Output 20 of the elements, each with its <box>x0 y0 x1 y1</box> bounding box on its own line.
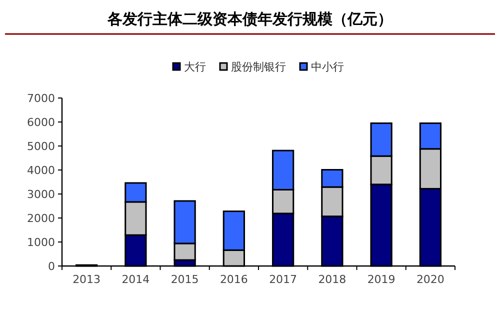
x-tick-label: 2014 <box>122 273 150 286</box>
legend-label: 股份制银行 <box>231 60 286 74</box>
legend-label: 大行 <box>184 60 206 74</box>
y-tick-label: 6000 <box>27 116 55 129</box>
y-tick-label: 1000 <box>27 236 55 249</box>
chart-title: 各发行主体二级资本债年发行规模（亿元） <box>106 10 392 28</box>
y-tick-label: 3000 <box>27 188 55 201</box>
x-tick-label: 2019 <box>367 273 396 286</box>
y-tick-label: 0 <box>48 260 55 273</box>
x-tick-label: 2015 <box>170 273 199 286</box>
x-tick-label: 2016 <box>220 273 248 286</box>
y-tick-label: 5000 <box>27 140 55 153</box>
x-tick-label: 2017 <box>269 273 298 286</box>
y-tick-label: 7000 <box>27 92 55 105</box>
legend-label: 中小行 <box>311 60 344 74</box>
x-tick-label: 2013 <box>72 273 101 286</box>
y-tick-label: 4000 <box>27 164 55 177</box>
x-tick-label: 2018 <box>318 273 346 286</box>
x-tick-label: 2020 <box>416 273 444 286</box>
y-tick-label: 2000 <box>27 212 55 225</box>
